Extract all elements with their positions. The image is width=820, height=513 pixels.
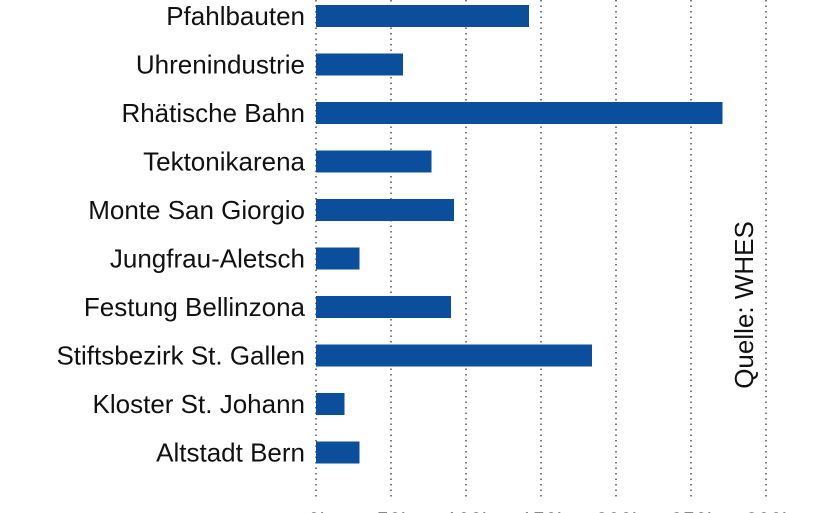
bar-1 <box>316 53 403 76</box>
x-tick-label-2: 100' <box>446 508 487 513</box>
x-tick-label-6: 300' <box>746 508 787 513</box>
category-label-5: Jungfrau-Aletsch <box>110 244 305 274</box>
bar-7 <box>316 344 592 367</box>
bar-3 <box>316 150 432 173</box>
category-label-1: Uhrenindustrie <box>136 50 305 80</box>
category-label-8: Kloster St. Johann <box>93 389 305 419</box>
category-label-0: Pfahlbauten <box>166 1 305 31</box>
x-tick-label-0: 0' <box>308 508 324 513</box>
x-tick-labels: 0' 50' 100' 150' 200' 250' 300' <box>308 508 787 513</box>
bar-5 <box>316 247 360 270</box>
x-tick-label-1: 50' <box>377 508 406 513</box>
bars <box>316 5 723 464</box>
category-labels: Pfahlbauten Uhrenindustrie Rhätische Bahn T… <box>56 1 305 468</box>
category-label-9: Altstadt Bern <box>156 438 305 468</box>
category-label-7: Stiftsbezirk St. Gallen <box>56 341 305 371</box>
category-label-2: Rhätische Bahn <box>121 98 305 128</box>
source-label: Quelle: WHES <box>729 221 759 389</box>
category-label-3: Tektonikarena <box>143 147 305 177</box>
category-label-6: Festung Bellinzona <box>84 292 306 322</box>
category-label-4: Monte San Giorgio <box>88 195 305 225</box>
bar-2 <box>316 102 723 124</box>
bar-4 <box>316 199 454 221</box>
x-tick-label-5: 250' <box>671 508 712 513</box>
bar-8 <box>316 393 345 415</box>
bar-9 <box>316 441 360 464</box>
x-tick-label-3: 150' <box>521 508 562 513</box>
grid-lines <box>315 0 767 500</box>
bar-0 <box>316 5 529 27</box>
bar-6 <box>316 296 451 318</box>
x-tick-label-4: 200' <box>596 508 637 513</box>
